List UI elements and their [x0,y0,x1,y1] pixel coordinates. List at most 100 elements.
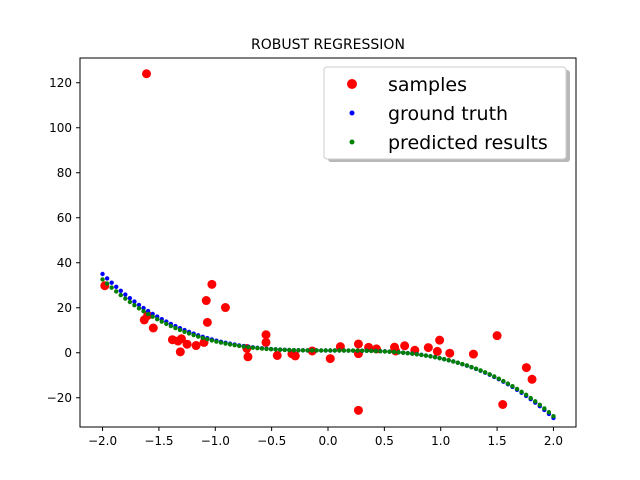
legend-label-predicted-results: predicted results [388,132,548,154]
y-tick-label: 40 [57,256,72,270]
ground-truth-point [104,276,110,281]
predicted-point [391,349,397,355]
chart-title: ROBUST REGRESSION [251,37,405,53]
predicted-point [414,352,420,357]
predicted-point [355,348,360,353]
legend-label-ground-truth: ground truth [388,103,508,125]
predicted-point [460,361,465,367]
predicted-point [464,363,470,368]
sample-point [261,330,271,340]
ground-truth-point [127,295,133,301]
predicted-point [127,299,133,305]
ground-truth-point [136,302,142,308]
legend-marker-samples [347,79,357,89]
predicted-point [182,329,187,334]
predicted-point [446,358,451,363]
ground-truth-point [109,280,114,285]
y-tick-label: 0 [64,346,72,360]
predicted-point [145,311,151,317]
predicted-point [323,348,328,353]
y-tick-label: 60 [57,211,72,225]
predicted-point [250,345,256,350]
legend-box [323,66,567,160]
samples-series [100,69,537,415]
y-tick-label: 120 [49,76,72,90]
legend-marker-predicted-results [349,139,355,145]
predicted-point [437,355,442,361]
predicted-point [173,325,178,331]
predicted-point [542,406,547,411]
predicted-point [378,349,383,354]
predicted-point [164,321,169,327]
predicted-point [177,327,183,333]
legend-label-samples: samples [388,74,467,96]
predicted-point [396,350,401,355]
predicted-point [104,281,110,286]
predicted-point [441,356,447,362]
x-tick-label: −1.5 [144,434,173,448]
predicted-point [291,348,297,353]
sample-point [527,374,537,384]
predicted-point [546,410,552,415]
sample-point [290,351,300,361]
sample-point [325,354,335,364]
predicted-point [296,348,301,353]
sample-point [182,339,192,349]
sample-point [445,348,455,358]
x-tick-label: −2.0 [88,434,117,448]
predicted-point [410,351,415,356]
sample-point [191,341,201,351]
predicted-point [259,346,265,351]
predicted-point [209,338,215,343]
ground-truth-point [118,288,123,293]
sample-point [423,343,433,353]
sample-point [220,303,230,313]
sample-point [148,323,158,333]
predicted-point [533,399,538,404]
predicted-point [514,386,520,392]
predicted-point [400,350,406,355]
predicted-point [537,402,542,408]
predicted-point [227,342,233,347]
predicted-point [109,285,114,290]
sample-point [353,339,363,349]
predicted-point [369,348,374,354]
x-tick-label: −0.5 [257,434,286,448]
legend: samples ground truth predicted results [323,66,570,162]
predicted-point [423,353,429,358]
predicted-point [405,350,410,356]
predicted-point [100,277,105,282]
sample-point [142,69,152,79]
sample-point [432,346,442,356]
predicted-point [159,319,164,324]
predicted-point [141,309,146,314]
predicted-point [136,306,142,311]
predicted-point [232,342,237,348]
predicted-point [195,334,201,339]
predicted-point [150,314,155,319]
predicted-point [118,292,123,298]
sample-point [207,279,217,289]
predicted-point [246,344,251,350]
predicted-point [419,352,424,358]
predicted-point [200,335,205,341]
sample-point [400,341,410,351]
predicted-point [155,317,160,322]
sample-point [498,400,508,409]
sample-point [261,337,271,347]
predicted-point [282,347,287,353]
sample-point [202,317,212,327]
predicted-point [218,340,224,345]
sample-point [175,347,185,357]
predicted-point [287,347,292,353]
predicted-point [205,337,210,342]
predicted-point [305,348,310,353]
predicted-point [482,370,488,375]
legend-marker-ground-truth [349,110,355,116]
predicted-point [432,355,438,360]
sample-point [201,296,211,306]
x-tick-label: −1.0 [201,434,230,448]
predicted-point [510,383,515,389]
predicted-point [478,368,483,373]
sample-point [353,405,363,415]
